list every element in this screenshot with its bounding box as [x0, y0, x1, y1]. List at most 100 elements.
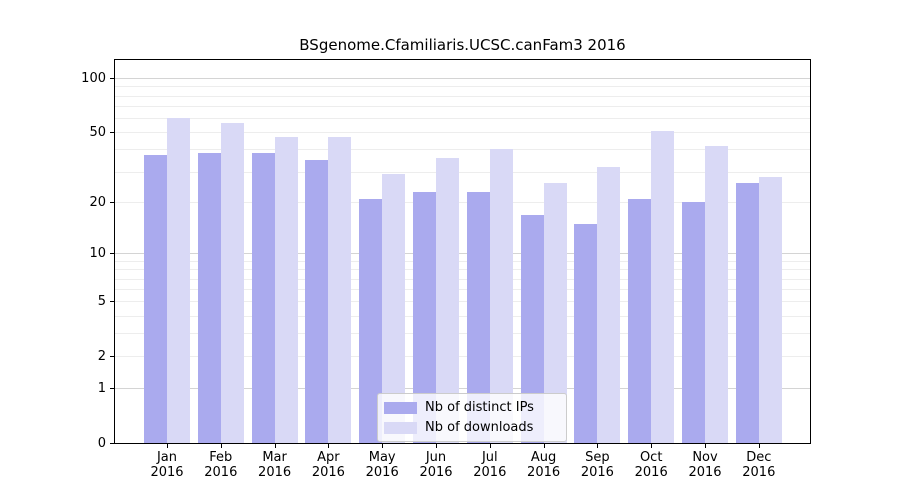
y-tick-0 — [110, 443, 114, 444]
x-tick-apr — [328, 444, 330, 448]
legend-item-distinct-ips: Nb of distinct IPs — [384, 400, 558, 415]
x-tick-month-jan: Jan — [156, 450, 178, 465]
y-tick-label-1: 1 — [97, 380, 106, 396]
bar-ips-may — [359, 198, 383, 443]
bar-ips-sep — [574, 223, 598, 443]
y-tick-1 — [110, 388, 114, 390]
y-tick-label-10: 10 — [89, 245, 106, 261]
y-tick-label-2: 2 — [97, 348, 106, 364]
bar-ips-mar — [251, 153, 275, 443]
x-tick-jun — [436, 444, 437, 448]
x-tick-mar — [274, 444, 276, 448]
x-tick-year-aug: 2016 — [527, 465, 561, 480]
x-tick-dec — [758, 444, 760, 448]
x-tick-oct — [651, 444, 653, 448]
gridline-20 — [115, 202, 810, 204]
x-tick-month-mar: Mar — [262, 450, 287, 465]
bar-ips-aug — [520, 214, 544, 443]
bar-downloads-apr — [328, 137, 352, 443]
y-tick-label-5: 5 — [97, 293, 106, 309]
x-tick-label-mar: Mar 2016 — [245, 450, 305, 480]
gridline-8 — [115, 269, 810, 271]
y-tick-label-20: 20 — [89, 194, 106, 210]
x-tick-month-nov: Nov — [692, 450, 718, 465]
x-tick-nov — [705, 444, 706, 448]
x-tick-month-may: May — [368, 450, 396, 465]
legend-swatch-downloads — [384, 421, 417, 434]
x-tick-label-nov: Nov 2016 — [675, 450, 735, 480]
y-tick-100 — [110, 78, 114, 80]
bar-downloads-nov — [705, 145, 728, 443]
y-tick-label-100: 100 — [81, 70, 106, 86]
x-tick-year-jun: 2016 — [419, 465, 453, 480]
bar-ips-feb — [197, 153, 221, 443]
plot-area: Nb of distinct IPs Nb of downloads — [114, 59, 811, 444]
x-tick-year-apr: 2016 — [311, 465, 345, 480]
x-tick-month-dec: Dec — [746, 450, 772, 465]
gridline-50 — [115, 132, 810, 134]
legend-label-distinct-ips: Nb of distinct IPs — [425, 400, 534, 415]
x-tick-month-sep: Sep — [585, 450, 610, 465]
y-tick-5 — [110, 301, 114, 303]
x-tick-year-jan: 2016 — [150, 465, 184, 480]
bar-downloads-jun — [436, 157, 459, 443]
x-tick-label-jul: Jul 2016 — [460, 450, 520, 480]
x-tick-label-apr: Apr 2016 — [298, 450, 358, 480]
bar-ips-jun — [413, 191, 436, 443]
x-tick-year-dec: 2016 — [742, 465, 776, 480]
gridline-80 — [115, 95, 810, 97]
x-tick-label-jun: Jun 2016 — [406, 450, 466, 480]
x-tick-may — [382, 444, 384, 448]
bar-downloads-aug — [543, 182, 567, 443]
x-tick-label-may: May 2016 — [352, 450, 412, 480]
x-tick-label-aug: Aug 2016 — [514, 450, 574, 480]
y-tick-label-50: 50 — [89, 124, 106, 140]
bar-downloads-mar — [274, 137, 298, 443]
bar-ips-jan — [144, 155, 167, 443]
bar-downloads-sep — [597, 166, 621, 443]
x-tick-year-mar: 2016 — [258, 465, 292, 480]
chart-title: BSgenome.Cfamiliaris.UCSC.canFam3 2016 — [299, 36, 626, 54]
bar-downloads-jul — [489, 149, 513, 443]
bar-ips-jul — [466, 191, 490, 443]
x-tick-year-nov: 2016 — [688, 465, 722, 480]
y-tick-20 — [110, 202, 114, 204]
bar-downloads-dec — [758, 176, 782, 443]
legend-item-downloads: Nb of downloads — [384, 420, 558, 435]
x-tick-year-may: 2016 — [365, 465, 399, 480]
x-tick-month-jun: Jun — [425, 450, 447, 465]
x-tick-year-oct: 2016 — [634, 465, 668, 480]
gridline-2 — [115, 356, 810, 358]
x-tick-feb — [220, 444, 222, 448]
x-tick-month-aug: Aug — [530, 450, 557, 465]
bar-ips-oct — [628, 198, 652, 443]
bar-downloads-jan — [167, 118, 190, 443]
y-tick-label-0: 0 — [97, 435, 106, 451]
gridline-9 — [115, 261, 810, 262]
legend-swatch-distinct-ips — [384, 401, 417, 414]
x-tick-year-jul: 2016 — [473, 465, 507, 480]
x-tick-jul — [489, 444, 491, 448]
x-tick-month-jul: Jul — [481, 450, 498, 465]
bar-downloads-oct — [651, 130, 675, 443]
x-tick-jan — [167, 444, 168, 448]
x-tick-month-oct: Oct — [639, 450, 663, 465]
x-tick-year-sep: 2016 — [580, 465, 614, 480]
y-tick-2 — [110, 356, 114, 358]
x-tick-aug — [543, 444, 545, 448]
x-tick-year-feb: 2016 — [204, 465, 238, 480]
legend: Nb of distinct IPs Nb of downloads — [377, 393, 567, 442]
gridline-5 — [115, 301, 810, 303]
gridline-1 — [115, 388, 810, 390]
x-tick-label-oct: Oct 2016 — [621, 450, 681, 480]
gridline-40 — [115, 149, 810, 151]
gridline-30 — [115, 171, 810, 173]
bar-ips-apr — [305, 159, 329, 443]
bar-ips-nov — [682, 202, 705, 443]
gridline-60 — [115, 118, 810, 120]
x-tick-label-sep: Sep 2016 — [567, 450, 627, 480]
gridline-4 — [115, 315, 810, 317]
x-tick-label-dec: Dec 2016 — [729, 450, 789, 480]
x-tick-label-jan: Jan 2016 — [137, 450, 197, 480]
